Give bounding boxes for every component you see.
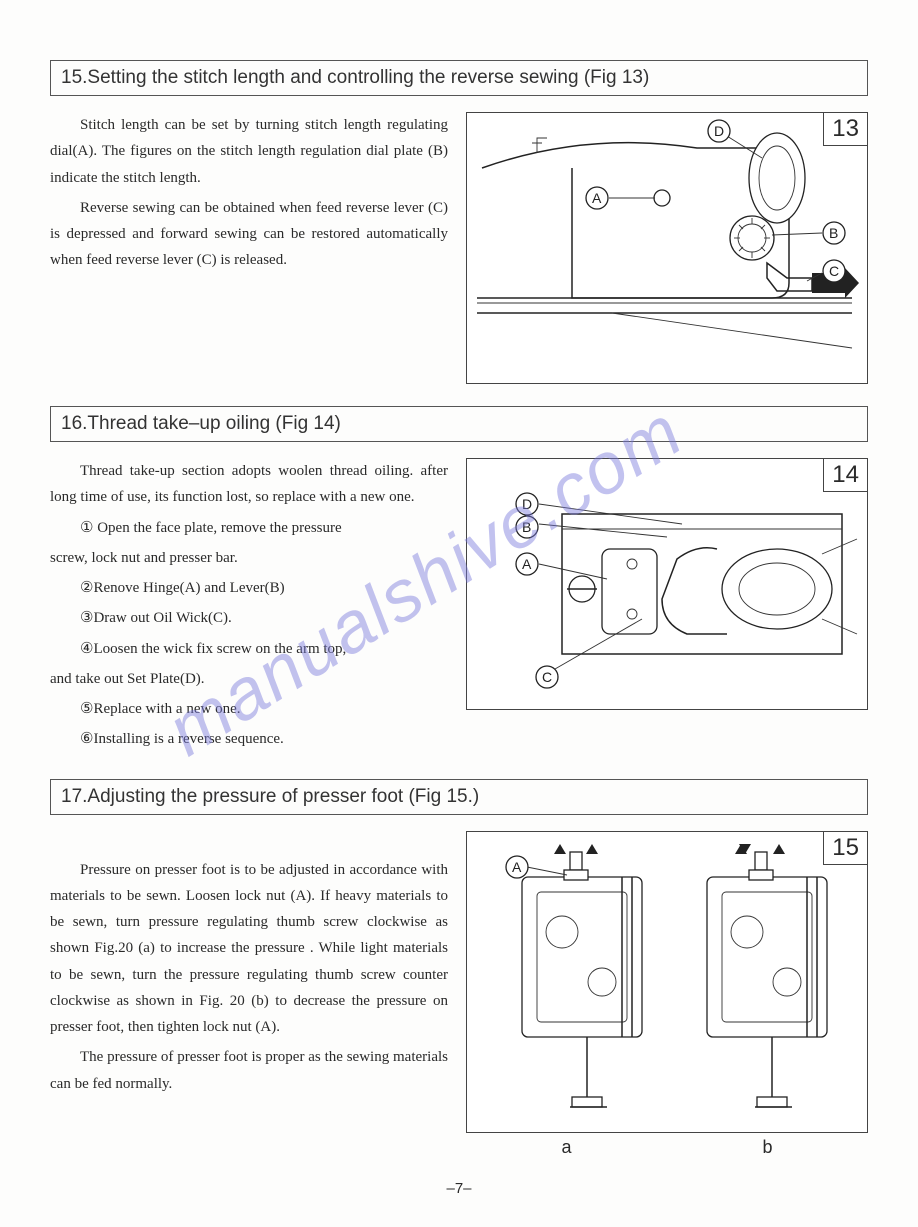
figure-15: 15 xyxy=(466,831,868,1133)
s16-step6: ⑥Installing is a reverse sequence. xyxy=(50,726,448,752)
figure-13-svg: D A B C xyxy=(467,113,867,383)
fig15-callout-a: A xyxy=(512,859,522,875)
s16-step5: ⑤Replace with a new one. xyxy=(50,696,448,722)
section-17-title: 17.Adjusting the pressure of presser foo… xyxy=(50,779,868,815)
section-15-title: 15.Setting the stitch length and control… xyxy=(50,60,868,96)
s16-step4: ④Loosen the wick fix screw on the arm to… xyxy=(50,636,448,662)
fig14-callout-a: A xyxy=(522,556,532,572)
fig15-sublabel-a: a xyxy=(561,1137,571,1158)
page-number: –7– xyxy=(50,1180,868,1197)
s17-p2: The pressure of presser foot is proper a… xyxy=(50,1044,448,1097)
figure-13: 13 xyxy=(466,112,868,384)
s16-step2: ②Renove Hinge(A) and Lever(B) xyxy=(50,575,448,601)
fig14-callout-d: D xyxy=(522,496,532,512)
s17-p1: Pressure on presser foot is to be adjust… xyxy=(50,857,448,1041)
fig13-callout-d: D xyxy=(714,123,724,139)
section-16-title: 16.Thread take–up oiling (Fig 14) xyxy=(50,406,868,442)
figure-15-number: 15 xyxy=(823,832,867,865)
s16-step1: ① Open the face plate, remove the pressu… xyxy=(50,515,448,541)
fig14-callout-b: B xyxy=(522,519,531,535)
s16-intro: Thread take-up section adopts woolen thr… xyxy=(50,458,448,511)
figure-14: 14 xyxy=(466,458,868,710)
figure-14-number: 14 xyxy=(823,459,867,492)
s15-p2: Reverse sewing can be obtained when feed… xyxy=(50,195,448,274)
s16-step1b: screw, lock nut and presser bar. xyxy=(50,545,448,571)
fig15-sublabel-b: b xyxy=(762,1137,772,1158)
figure-14-svg: D B A C xyxy=(467,459,867,709)
s15-p1: Stitch length can be set by turning stit… xyxy=(50,112,448,191)
fig13-callout-b: B xyxy=(829,225,838,241)
s16-step3: ③Draw out Oil Wick(C). xyxy=(50,605,448,631)
fig14-callout-c: C xyxy=(542,669,552,685)
figure-13-number: 13 xyxy=(823,113,867,146)
section-16-text: Thread take-up section adopts woolen thr… xyxy=(50,458,448,757)
section-17-text: Pressure on presser foot is to be adjust… xyxy=(50,831,448,1101)
fig13-callout-a: A xyxy=(592,190,602,206)
figure-15-svg: A xyxy=(467,832,867,1132)
s16-step4b: and take out Set Plate(D). xyxy=(50,666,448,692)
section-15-text: Stitch length can be set by turning stit… xyxy=(50,112,448,278)
fig13-callout-c: C xyxy=(829,263,839,279)
